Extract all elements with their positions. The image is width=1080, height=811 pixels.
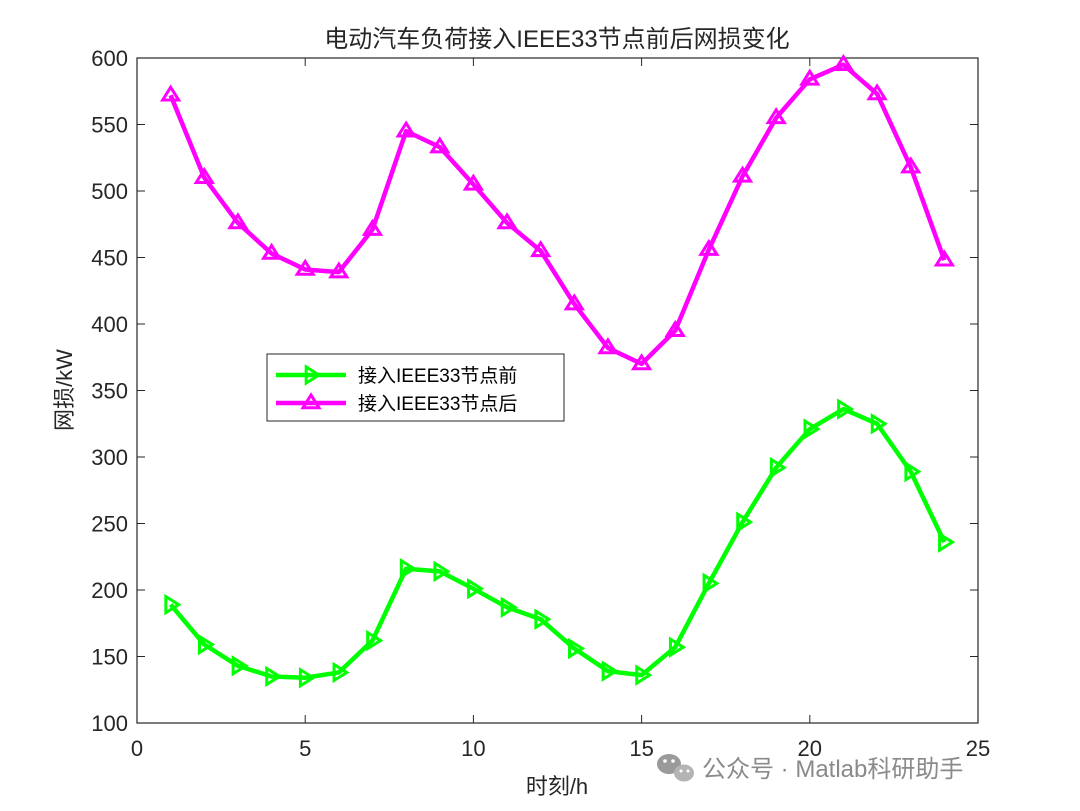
legend-label: 接入IEEE33节点后 [358,393,517,415]
y-axis-label: 网损/kW [52,349,77,431]
data-point [837,398,855,420]
data-point [429,136,451,154]
data-point [529,240,552,258]
y-tick-label: 300 [91,445,128,470]
data-point [231,655,249,677]
data-point [260,242,283,260]
series-1 [164,398,956,689]
legend-entry-2: 接入IEEE33节点后 [276,392,517,415]
watermark-text: 公众号 · Matlab科研助手 [702,756,963,783]
data-point [769,456,787,479]
data-point [832,53,855,71]
y-tick-label: 350 [91,379,128,404]
data-point [702,572,720,595]
data-point [332,661,350,684]
y-tick-label: 100 [91,711,128,736]
data-point [534,608,552,630]
data-point [197,633,216,656]
series-line [168,62,947,367]
data-point [265,665,283,688]
data-point [462,173,485,191]
y-tick-label: 400 [91,312,128,337]
legend-entry-1: 接入IEEE33节点前 [276,364,517,387]
data-point [164,593,182,616]
axis-ticks [136,57,979,724]
y-tick-label: 550 [91,113,128,138]
legend-swatch-marker [304,364,322,386]
data-point [467,577,485,600]
data-point [361,218,384,236]
data-point [870,413,888,435]
data-point [803,418,821,440]
data-point [664,319,686,337]
legend-swatch-marker [300,392,322,410]
series-layer [159,53,956,689]
data-point [933,249,956,267]
data-point [904,460,922,483]
x-tick-label: 5 [299,736,311,761]
data-point [601,660,619,682]
x-tick-label: 0 [131,736,143,761]
data-point [500,596,518,618]
data-point [563,293,586,311]
data-point [698,238,720,256]
data-point [630,353,653,371]
data-point [765,107,787,125]
data-point [938,531,956,553]
y-tick-label: 450 [91,246,128,271]
data-point [736,511,754,533]
data-point [635,664,653,686]
data-point [496,212,518,230]
data-point [193,166,215,184]
y-tick-label: 150 [91,645,128,670]
y-tick-label: 500 [91,179,128,204]
legend-box [266,353,565,422]
x-tick-label: 20 [798,736,822,761]
data-point [568,637,586,660]
wechat-icon [657,754,694,782]
data-point [668,636,687,658]
data-point [399,558,417,580]
data-point [366,629,384,652]
data-point [328,261,350,279]
data-point [395,120,417,138]
data-point [159,84,182,102]
data-point [227,212,249,230]
x-tick-label: 15 [629,736,653,761]
data-point [597,337,619,355]
data-point [799,68,821,86]
x-tick-label: 25 [966,736,990,761]
x-axis-label: 时刻/h [526,774,588,799]
data-point [900,156,922,174]
data-point [433,560,451,583]
series-2 [159,53,956,371]
data-point [866,83,888,101]
x-tick-label: 10 [461,736,485,761]
data-point [731,165,754,183]
data-point [298,667,317,689]
y-tick-label: 200 [91,578,128,603]
axis-tick-labels: 0 5 10 15 20 25 100 150 200 250 300 350 400 450 500 550… [91,46,990,761]
y-tick-label: 250 [91,512,128,537]
legend-label: 接入IEEE33节点前 [358,365,517,387]
data-point [294,258,316,276]
watermark: 公众号 · Matlab科研助手 [657,754,963,783]
chart-title: 电动汽车负荷接入IEEE33节点前后网损变化 [324,26,789,53]
y-tick-label: 600 [91,46,128,71]
